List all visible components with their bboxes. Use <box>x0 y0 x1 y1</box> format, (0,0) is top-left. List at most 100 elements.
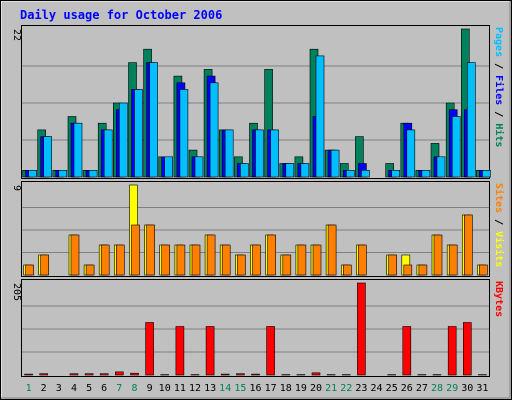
bar-pages-day-30 <box>466 62 476 178</box>
bar-pages-day-7 <box>119 102 128 178</box>
x-tick-label-day-30: 30 <box>461 383 473 394</box>
bar-pages-day-28 <box>436 156 446 178</box>
bar-pages-day-20 <box>315 55 325 178</box>
bar-sites-day-20 <box>312 244 322 276</box>
bar-kbytes-day-20 <box>311 372 321 376</box>
bar-sites-day-29 <box>448 244 458 276</box>
legend-separator: / <box>493 57 504 75</box>
bar-sites-day-5 <box>85 264 95 276</box>
bar-kbytes-day-5 <box>84 373 94 376</box>
x-tick-label-day-12: 12 <box>189 383 201 394</box>
bar-sites-day-7 <box>116 244 125 276</box>
bar-sites-day-31 <box>479 264 488 276</box>
y-max-label: 9 <box>11 185 22 191</box>
x-tick-label-day-7: 7 <box>116 383 122 394</box>
panel-border <box>21 279 490 377</box>
x-tick-label-day-6: 6 <box>101 383 107 394</box>
bar-kbytes-day-17 <box>266 326 275 376</box>
bar-pages-day-29 <box>451 116 461 178</box>
panel-background <box>21 279 490 377</box>
legend-kbytes: KBytes <box>493 281 504 317</box>
x-tick-label-day-4: 4 <box>71 383 77 394</box>
x-tick-label-day-1: 1 <box>26 383 32 394</box>
bar-sites-day-23 <box>358 244 367 276</box>
legend-separator: / <box>493 213 504 231</box>
bar-pages-day-3 <box>58 170 68 178</box>
x-tick-label-day-16: 16 <box>249 383 261 394</box>
panel-kbytes: 205 KBytes <box>11 279 504 377</box>
bar-kbytes-day-1 <box>24 373 33 376</box>
legend-hits-files-pages: Pages / Files / Hits <box>493 27 505 147</box>
legend-entry-visits: Visits <box>493 231 505 267</box>
bar-sites-day-2 <box>40 254 50 276</box>
bar-pages-day-23 <box>361 170 370 178</box>
bar-kbytes-day-29 <box>447 326 457 376</box>
bar-pages-day-25 <box>391 170 401 178</box>
x-tick-label-day-20: 20 <box>310 383 322 394</box>
bar-pages-day-17 <box>270 129 279 178</box>
bar-sites-day-6 <box>100 244 110 276</box>
bar-sites-day-14 <box>221 244 231 276</box>
bar-kbytes-day-4 <box>69 373 79 376</box>
x-tick-label-day-24: 24 <box>370 383 382 394</box>
x-tick-label-day-26: 26 <box>401 383 413 394</box>
x-tick-label-day-21: 21 <box>325 383 337 394</box>
x-tick-label-day-22: 22 <box>340 383 352 394</box>
legend-separator: / <box>493 105 504 123</box>
bar-pages-day-21 <box>330 149 340 178</box>
bar-kbytes-day-9 <box>145 322 154 376</box>
bar-pages-day-22 <box>345 170 355 178</box>
bar-pages-day-10 <box>164 156 173 178</box>
bar-sites-day-8 <box>131 224 140 276</box>
bar-sites-day-1 <box>25 264 34 276</box>
bar-sites-day-11 <box>176 244 186 276</box>
bar-sites-day-22 <box>342 264 352 276</box>
panel-border <box>21 181 490 277</box>
bar-kbytes-day-2 <box>39 373 49 376</box>
bar-pages-day-31 <box>482 170 491 178</box>
y-max-label: 205 <box>11 283 22 301</box>
x-tick-label-day-10: 10 <box>159 383 171 394</box>
x-tick-label-day-15: 15 <box>234 383 246 394</box>
bar-sites-day-10 <box>161 244 170 276</box>
legend-visits-sites: Sites / Visits <box>493 183 505 267</box>
y-max-label: 22 <box>11 29 22 41</box>
bar-sites-day-18 <box>282 254 292 276</box>
bar-pages-day-1 <box>28 170 37 178</box>
bar-sites-day-12 <box>191 244 201 276</box>
bar-pages-day-14 <box>224 129 234 178</box>
bar-pages-day-18 <box>285 163 295 178</box>
bar-kbytes-day-16 <box>251 373 260 376</box>
x-tick-label-day-27: 27 <box>416 383 428 394</box>
bar-sites-day-30 <box>463 214 473 276</box>
bar-kbytes-day-30 <box>462 322 472 376</box>
bar-pages-day-6 <box>103 129 113 178</box>
panel-border <box>21 25 490 179</box>
bar-sites-day-27 <box>418 264 428 276</box>
legend-entry-pages: Pages <box>493 27 504 57</box>
bar-pages-day-15 <box>240 163 249 178</box>
bar-kbytes-day-7 <box>115 371 124 376</box>
bar-pages-day-4 <box>73 122 83 178</box>
x-tick-label-day-17: 17 <box>265 383 277 394</box>
bar-kbytes-day-14 <box>220 373 230 376</box>
x-tick-label-day-3: 3 <box>56 383 62 394</box>
bar-sites-day-28 <box>433 234 443 276</box>
x-tick-label-day-13: 13 <box>204 383 216 394</box>
bar-pages-day-11 <box>179 89 189 178</box>
chart-panels: 22 Pages / Files / Hits 9 Sites / Visits 205… <box>11 25 505 377</box>
bar-sites-day-25 <box>388 254 398 276</box>
x-tick-label-day-29: 29 <box>446 383 458 394</box>
bar-pages-day-12 <box>194 156 204 178</box>
bar-kbytes-day-11 <box>175 326 185 376</box>
legend-entry-hits: Hits <box>493 123 505 147</box>
x-tick-label-day-8: 8 <box>131 383 137 394</box>
bar-sites-day-19 <box>297 244 307 276</box>
x-tick-label-day-23: 23 <box>355 383 367 394</box>
legend-entry-kbytes: KBytes <box>493 281 504 317</box>
x-tick-label-day-2: 2 <box>41 383 47 394</box>
bar-pages-day-16 <box>255 129 264 178</box>
bar-pages-day-27 <box>421 170 431 178</box>
legend-entry-files: Files <box>493 75 505 105</box>
